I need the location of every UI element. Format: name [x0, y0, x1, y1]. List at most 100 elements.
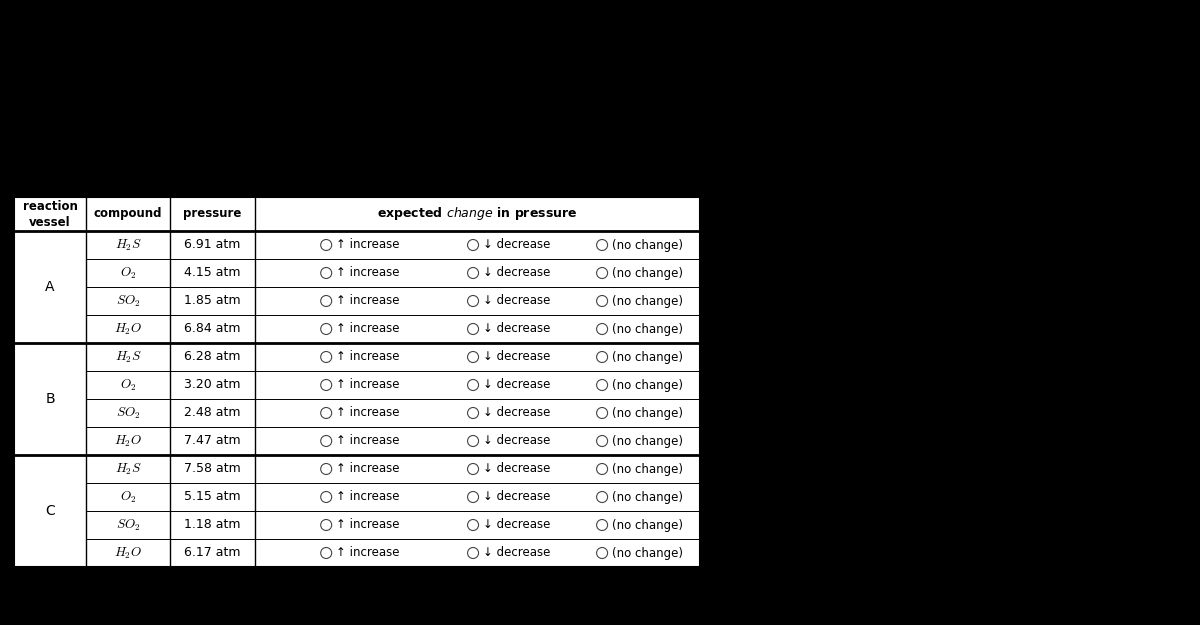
- Text: ↑ increase: ↑ increase: [336, 322, 400, 336]
- Bar: [14, 197, 700, 567]
- Text: 6.28 atm: 6.28 atm: [185, 351, 241, 364]
- Text: compound: compound: [94, 208, 162, 221]
- Text: The engineer charges (“fills”) four reaction vessels with hydrogen sulfide and o: The engineer charges (“fills”) four reac…: [14, 125, 1066, 156]
- Text: expected $\mathbf{\it{change}}$ in pressure: expected $\mathbf{\it{change}}$ in press…: [377, 206, 577, 222]
- Text: $O_2$: $O_2$: [120, 489, 136, 504]
- Text: ↓ decrease: ↓ decrease: [482, 351, 550, 364]
- Text: ↑ increase: ↑ increase: [336, 351, 400, 364]
- Circle shape: [468, 268, 479, 279]
- Text: ↓ decrease: ↓ decrease: [482, 266, 550, 279]
- Text: At the temperature the engineer picks, the equilibrium constant $K_p$ for this r: At the temperature the engineer picks, t…: [14, 87, 630, 105]
- Text: (no change): (no change): [612, 462, 683, 476]
- Text: Predict the changes in the compositions the engineer should expect: Predict the changes in the compositions …: [14, 177, 474, 190]
- Text: $SO_2$: $SO_2$: [116, 293, 140, 309]
- Text: reaction
vessel: reaction vessel: [23, 199, 78, 229]
- Text: (no change): (no change): [612, 239, 683, 251]
- Text: (no change): (no change): [612, 546, 683, 559]
- Text: (no change): (no change): [612, 434, 683, 447]
- Circle shape: [596, 296, 607, 306]
- Circle shape: [468, 464, 479, 474]
- Text: ↓ decrease: ↓ decrease: [482, 406, 550, 419]
- Text: time she measures the compositions.: time she measures the compositions.: [386, 177, 641, 190]
- Text: (no change): (no change): [612, 406, 683, 419]
- Text: (no change): (no change): [612, 519, 683, 531]
- Text: $O_2$: $O_2$: [120, 378, 136, 392]
- Circle shape: [596, 548, 607, 559]
- Text: ↓ decrease: ↓ decrease: [482, 379, 550, 391]
- Circle shape: [320, 379, 331, 391]
- Text: $H_2O$: $H_2O$: [114, 321, 142, 337]
- Text: $H_2S$: $H_2S$: [114, 349, 142, 364]
- Circle shape: [596, 491, 607, 502]
- Text: ↓ decrease: ↓ decrease: [482, 294, 550, 308]
- Text: ↓ decrease: ↓ decrease: [482, 239, 550, 251]
- Text: 3.20 atm: 3.20 atm: [185, 379, 241, 391]
- Text: (no change): (no change): [612, 294, 683, 308]
- Circle shape: [468, 351, 479, 362]
- Text: $H_2O$: $H_2O$: [114, 433, 142, 449]
- Text: (no change): (no change): [612, 322, 683, 336]
- Text: (no change): (no change): [612, 379, 683, 391]
- Text: $SO_2$: $SO_2$: [116, 518, 140, 532]
- Circle shape: [320, 408, 331, 419]
- Circle shape: [468, 408, 479, 419]
- Text: next: next: [366, 177, 395, 190]
- Text: 4.15 atm: 4.15 atm: [185, 266, 241, 279]
- Text: ↑ increase: ↑ increase: [336, 546, 400, 559]
- Text: 7.58 atm: 7.58 atm: [184, 462, 241, 476]
- Text: ↓ decrease: ↓ decrease: [482, 462, 550, 476]
- Circle shape: [320, 436, 331, 446]
- Text: ↑ increase: ↑ increase: [336, 406, 400, 419]
- Text: 6.91 atm: 6.91 atm: [185, 239, 241, 251]
- Text: ↑ increase: ↑ increase: [336, 266, 400, 279]
- Circle shape: [468, 296, 479, 306]
- Circle shape: [468, 239, 479, 251]
- Text: ↑ increase: ↑ increase: [336, 491, 400, 504]
- Circle shape: [320, 239, 331, 251]
- Circle shape: [320, 351, 331, 362]
- Circle shape: [320, 519, 331, 531]
- Text: ↑ increase: ↑ increase: [336, 462, 400, 476]
- Text: $O_2$: $O_2$: [120, 266, 136, 281]
- Circle shape: [320, 268, 331, 279]
- Text: 7.47 atm: 7.47 atm: [184, 434, 241, 447]
- Text: $SO_2$: $SO_2$: [116, 406, 140, 421]
- Text: ↑ increase: ↑ increase: [336, 239, 400, 251]
- Circle shape: [320, 491, 331, 502]
- Text: B: B: [46, 392, 55, 406]
- Text: A: A: [46, 280, 55, 294]
- Text: ↓ decrease: ↓ decrease: [482, 434, 550, 447]
- Text: 2.48 atm: 2.48 atm: [185, 406, 241, 419]
- Text: 6.84 atm: 6.84 atm: [185, 322, 241, 336]
- Text: (no change): (no change): [612, 266, 683, 279]
- Circle shape: [320, 296, 331, 306]
- Text: ↓ decrease: ↓ decrease: [482, 491, 550, 504]
- Text: 6.17 atm: 6.17 atm: [185, 546, 241, 559]
- Circle shape: [320, 548, 331, 559]
- Circle shape: [596, 324, 607, 334]
- Text: pressure: pressure: [184, 208, 241, 221]
- Text: 1.18 atm: 1.18 atm: [185, 519, 241, 531]
- Text: $H_2S$: $H_2S$: [114, 238, 142, 252]
- Circle shape: [468, 491, 479, 502]
- Circle shape: [596, 436, 607, 446]
- Text: (no change): (no change): [612, 491, 683, 504]
- Circle shape: [468, 436, 479, 446]
- Circle shape: [468, 324, 479, 334]
- Text: 1.85 atm: 1.85 atm: [184, 294, 241, 308]
- Circle shape: [596, 379, 607, 391]
- Circle shape: [468, 548, 479, 559]
- Text: $2\,H_2S(g)+3O_2(g)\rightarrow 2\,SO_2(g)+2H_2O(g)$: $2\,H_2S(g)+3O_2(g)\rightarrow 2\,SO_2(g…: [55, 45, 352, 68]
- Circle shape: [596, 519, 607, 531]
- Circle shape: [468, 519, 479, 531]
- Text: ↑ increase: ↑ increase: [336, 379, 400, 391]
- Text: A chemical engineer is studying the following reaction:: A chemical engineer is studying the foll…: [14, 17, 382, 30]
- Text: (no change): (no change): [612, 351, 683, 364]
- Circle shape: [596, 239, 607, 251]
- Circle shape: [468, 379, 479, 391]
- Circle shape: [596, 268, 607, 279]
- Text: ↓ decrease: ↓ decrease: [482, 546, 550, 559]
- Text: $H_2S$: $H_2S$: [114, 461, 142, 477]
- Circle shape: [596, 351, 607, 362]
- Circle shape: [596, 464, 607, 474]
